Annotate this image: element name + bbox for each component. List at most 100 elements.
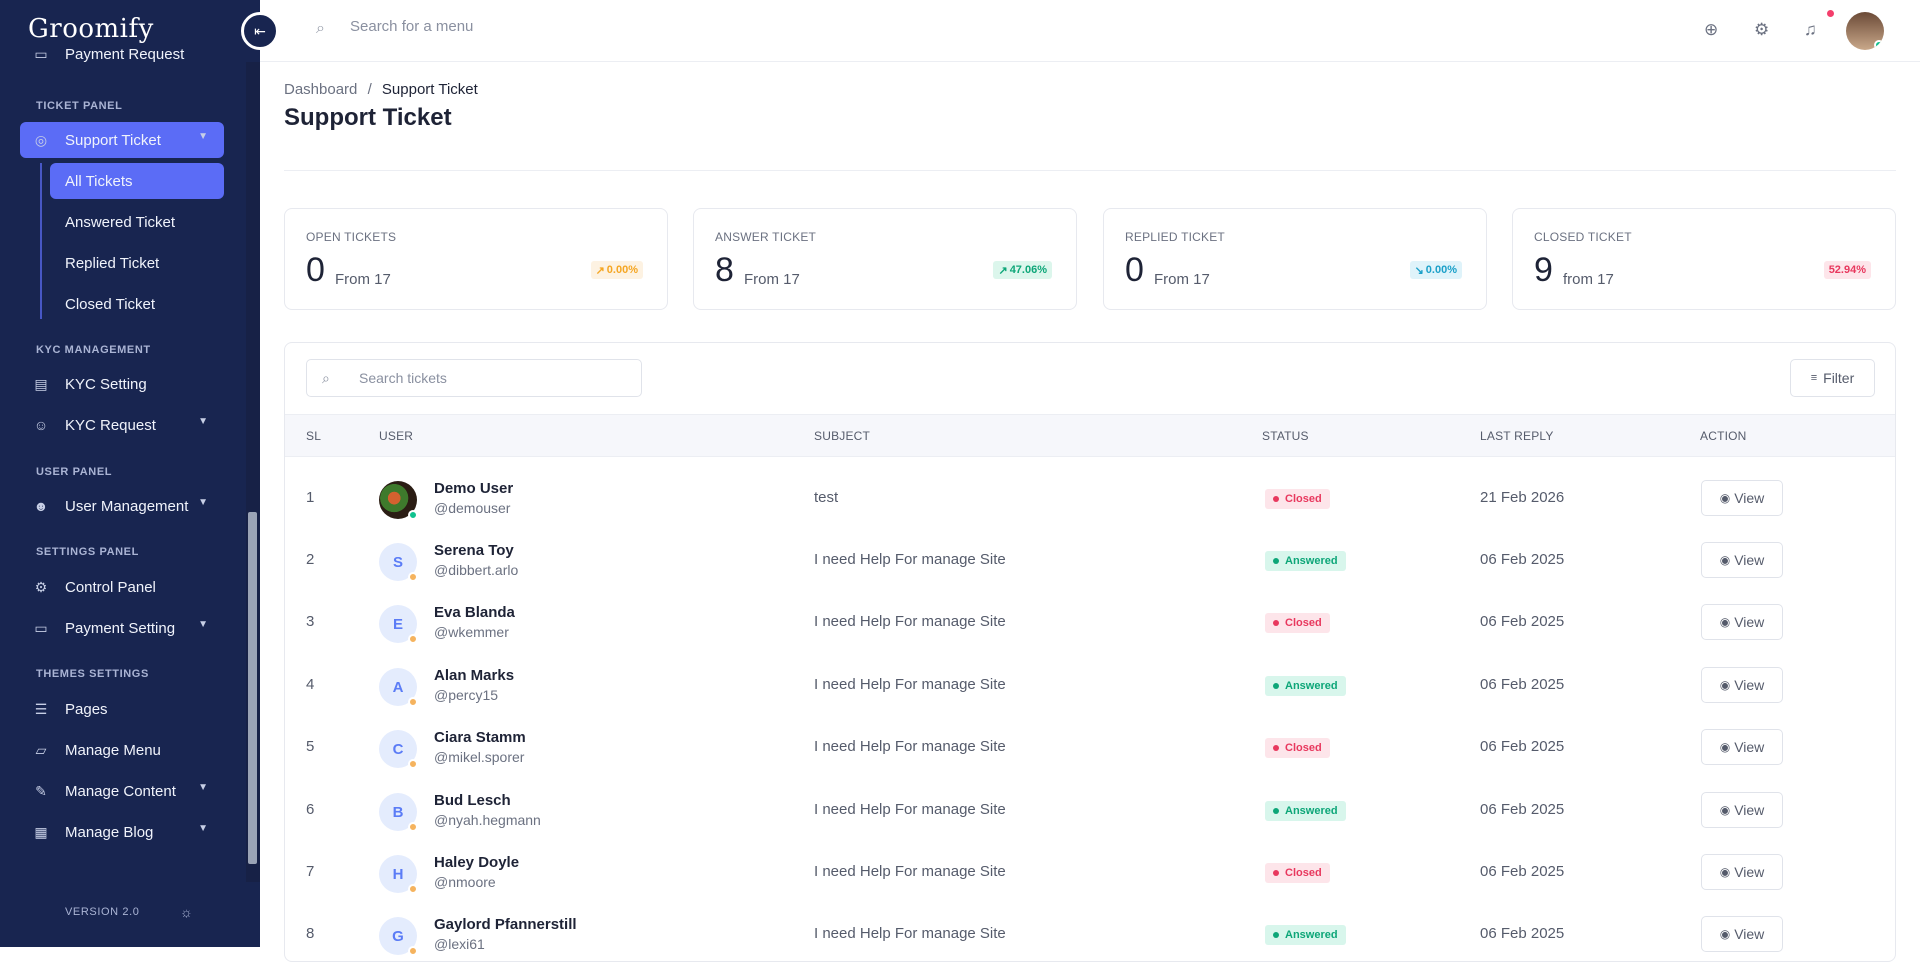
breadcrumb-dashboard[interactable]: Dashboard: [284, 81, 358, 98]
sidebar-subitem-closed-ticket[interactable]: Closed Ticket: [65, 295, 156, 313]
trend-icon: ↗: [998, 264, 1008, 277]
status-dot: [408, 759, 418, 769]
row-subject: I need Help For manage Site: [814, 863, 1006, 880]
stat-label: REPLIED TICKET: [1125, 230, 1225, 244]
user-avatar: E: [379, 605, 418, 644]
ticket-search-input[interactable]: ⌕ Search tickets: [306, 359, 642, 397]
sidebar-item-label: Manage Blog: [65, 823, 154, 841]
sidebar-item-payment-request[interactable]: ▭ Payment Request: [20, 36, 224, 72]
stat-label: OPEN TICKETS: [306, 230, 397, 244]
user-check-icon: ☺: [33, 417, 49, 433]
status-badge: Answered: [1265, 925, 1346, 945]
sidebar-item-manage-content[interactable]: ✎ Manage Content ▼: [20, 773, 224, 809]
view-button[interactable]: ◉ View: [1701, 792, 1783, 828]
newspaper-icon: ▦: [34, 824, 48, 840]
globe-icon[interactable]: ⊕: [1704, 20, 1719, 39]
chevron-down-icon: ▼: [198, 497, 208, 508]
user-avatar: [379, 481, 418, 520]
header-subject: SUBJECT: [814, 429, 871, 443]
view-button[interactable]: ◉ View: [1701, 604, 1783, 640]
eye-icon: ◉: [1719, 740, 1731, 754]
chevron-down-icon: ▼: [198, 416, 208, 427]
trend-icon: ↗: [595, 264, 605, 277]
chevron-down-icon: ▼: [198, 619, 208, 630]
table-row: 1 Demo User @demouser test Closed 21 Feb 2026…: [285, 467, 1895, 529]
stat-from: from 17: [1563, 271, 1614, 288]
ticket-search-placeholder: Search tickets: [359, 370, 447, 386]
user-name: Gaylord Pfannerstill: [434, 916, 577, 933]
sidebar-item-support-ticket[interactable]: ◎ Support Ticket ▼: [20, 122, 224, 158]
user-avatar: A: [379, 668, 418, 707]
gear-icon[interactable]: ⚙: [1754, 20, 1770, 39]
avatar[interactable]: [1846, 12, 1884, 50]
sidebar-subitem-replied-ticket[interactable]: Replied Ticket: [65, 254, 160, 272]
sidebar-scrollbar-thumb[interactable]: [248, 512, 257, 864]
sidebar-item-label: KYC Request: [65, 416, 156, 434]
stat-value: 0: [306, 251, 325, 289]
view-button[interactable]: ◉ View: [1701, 854, 1783, 890]
bell-icon[interactable]: ♫: [1804, 20, 1817, 39]
sidebar-subitem-all-tickets[interactable]: All Tickets: [50, 163, 224, 199]
row-last-reply: 06 Feb 2025: [1480, 801, 1565, 818]
menu-search-input[interactable]: Search for a menu: [350, 18, 474, 35]
section-ticket-panel: TICKET PANEL: [36, 100, 123, 112]
wallet-icon: ▭: [34, 46, 48, 62]
view-button[interactable]: ◉ View: [1701, 729, 1783, 765]
stat-from: From 17: [335, 271, 391, 288]
status-badge: Closed: [1265, 489, 1330, 509]
user-handle: @percy15: [434, 687, 499, 703]
user-name: Eva Blanda: [434, 604, 515, 621]
stat-value: 8: [715, 251, 734, 289]
user-handle: @lexi61: [434, 936, 485, 952]
stat-percent-badge: ↘ 0.00%: [1409, 261, 1462, 279]
user-avatar: S: [379, 543, 418, 582]
view-label: View: [1734, 552, 1765, 568]
stat-percent-badge: ↗ 0.00%: [590, 261, 643, 279]
header-last-reply: LAST REPLY: [1480, 429, 1554, 443]
brand-logo[interactable]: Groomify: [28, 14, 154, 44]
sidebar-item-label: KYC Setting: [65, 375, 147, 393]
row-last-reply: 06 Feb 2025: [1480, 551, 1565, 568]
status-dot: [408, 884, 418, 894]
view-label: View: [1734, 864, 1765, 880]
status-dot: [408, 946, 418, 956]
sidebar-item-user-management[interactable]: ☻ User Management ▼: [20, 488, 224, 524]
sidebar-collapse-button[interactable]: ⇤: [241, 12, 279, 50]
sidebar-item-manage-blog[interactable]: ▦ Manage Blog ▼: [20, 814, 224, 850]
sun-icon[interactable]: ☼: [180, 904, 193, 920]
sidebar-item-label: Control Panel: [65, 578, 156, 596]
filter-button[interactable]: ≡ Filter: [1790, 359, 1875, 397]
submenu-guide-line: [40, 163, 42, 319]
row-subject: I need Help For manage Site: [814, 676, 1006, 693]
folder-icon: ▱: [35, 742, 47, 758]
stat-percent: 0.00%: [1425, 264, 1457, 276]
user-name: Bud Lesch: [434, 792, 511, 809]
row-last-reply: 06 Feb 2025: [1480, 613, 1565, 630]
sidebar-item-payment-setting[interactable]: ▭ Payment Setting ▼: [20, 610, 224, 646]
row-sl: 6: [306, 801, 315, 818]
view-button[interactable]: ◉ View: [1701, 480, 1783, 516]
main-content: Dashboard / Support Ticket Support Ticke…: [260, 62, 1920, 962]
breadcrumb: Dashboard / Support Ticket: [284, 81, 478, 98]
sidebar-subitem-answered-ticket[interactable]: Answered Ticket: [65, 213, 176, 231]
sidebar-item-manage-menu[interactable]: ▱ Manage Menu: [20, 732, 224, 768]
user-avatar: H: [379, 855, 418, 894]
filter-icon: ≡: [1810, 372, 1818, 384]
table-header: SL USER SUBJECT STATUS LAST REPLY ACTION: [285, 414, 1895, 457]
sidebar-item-kyc-setting[interactable]: ▤ KYC Setting: [20, 366, 224, 402]
sidebar-item-pages[interactable]: ☰ Pages: [20, 691, 224, 727]
gear-icon: ⚙: [34, 579, 48, 595]
sidebar-item-kyc-request[interactable]: ☺ KYC Request ▼: [20, 407, 224, 443]
user-name: Alan Marks: [434, 667, 515, 684]
table-row: 8 G Gaylord Pfannerstill @lexi61 I need Help…: [285, 903, 1895, 961]
sidebar-item-label: Manage Content: [65, 782, 176, 800]
row-last-reply: 06 Feb 2025: [1480, 738, 1565, 755]
sidebar-item-control-panel[interactable]: ⚙ Control Panel: [20, 569, 224, 605]
sidebar-item-label: Pages: [65, 700, 108, 718]
view-button[interactable]: ◉ View: [1701, 542, 1783, 578]
stat-value: 0: [1125, 251, 1144, 289]
stat-label: CLOSED TICKET: [1534, 230, 1632, 244]
user-handle: @nyah.hegmann: [434, 812, 541, 828]
view-button[interactable]: ◉ View: [1701, 667, 1783, 703]
eye-icon: ◉: [1719, 803, 1731, 817]
